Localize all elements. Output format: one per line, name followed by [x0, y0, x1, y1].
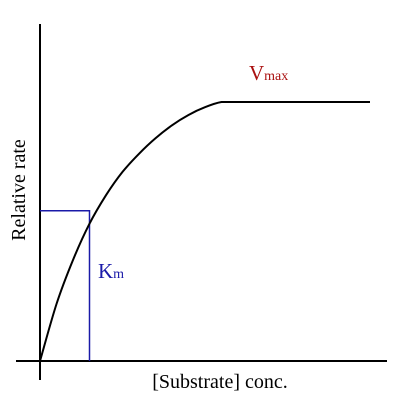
y-axis-label: Relative rate [8, 139, 30, 241]
vmax-label: Vmax [249, 61, 288, 85]
km-label-sub: m [113, 267, 124, 282]
x-axis-label: [Substrate] conc. [152, 371, 288, 393]
michaelis-menten-curve [39, 100, 370, 362]
vmax-label-main: V [249, 61, 264, 85]
km-label: Km [98, 259, 124, 283]
km-guide-line [40, 210, 91, 361]
km-label-main: K [98, 259, 113, 283]
vmax-label-sub: max [264, 69, 288, 84]
